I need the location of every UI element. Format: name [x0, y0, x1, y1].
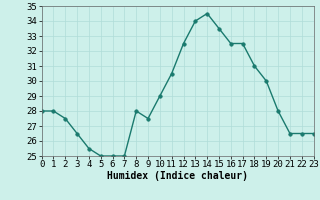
- X-axis label: Humidex (Indice chaleur): Humidex (Indice chaleur): [107, 171, 248, 181]
